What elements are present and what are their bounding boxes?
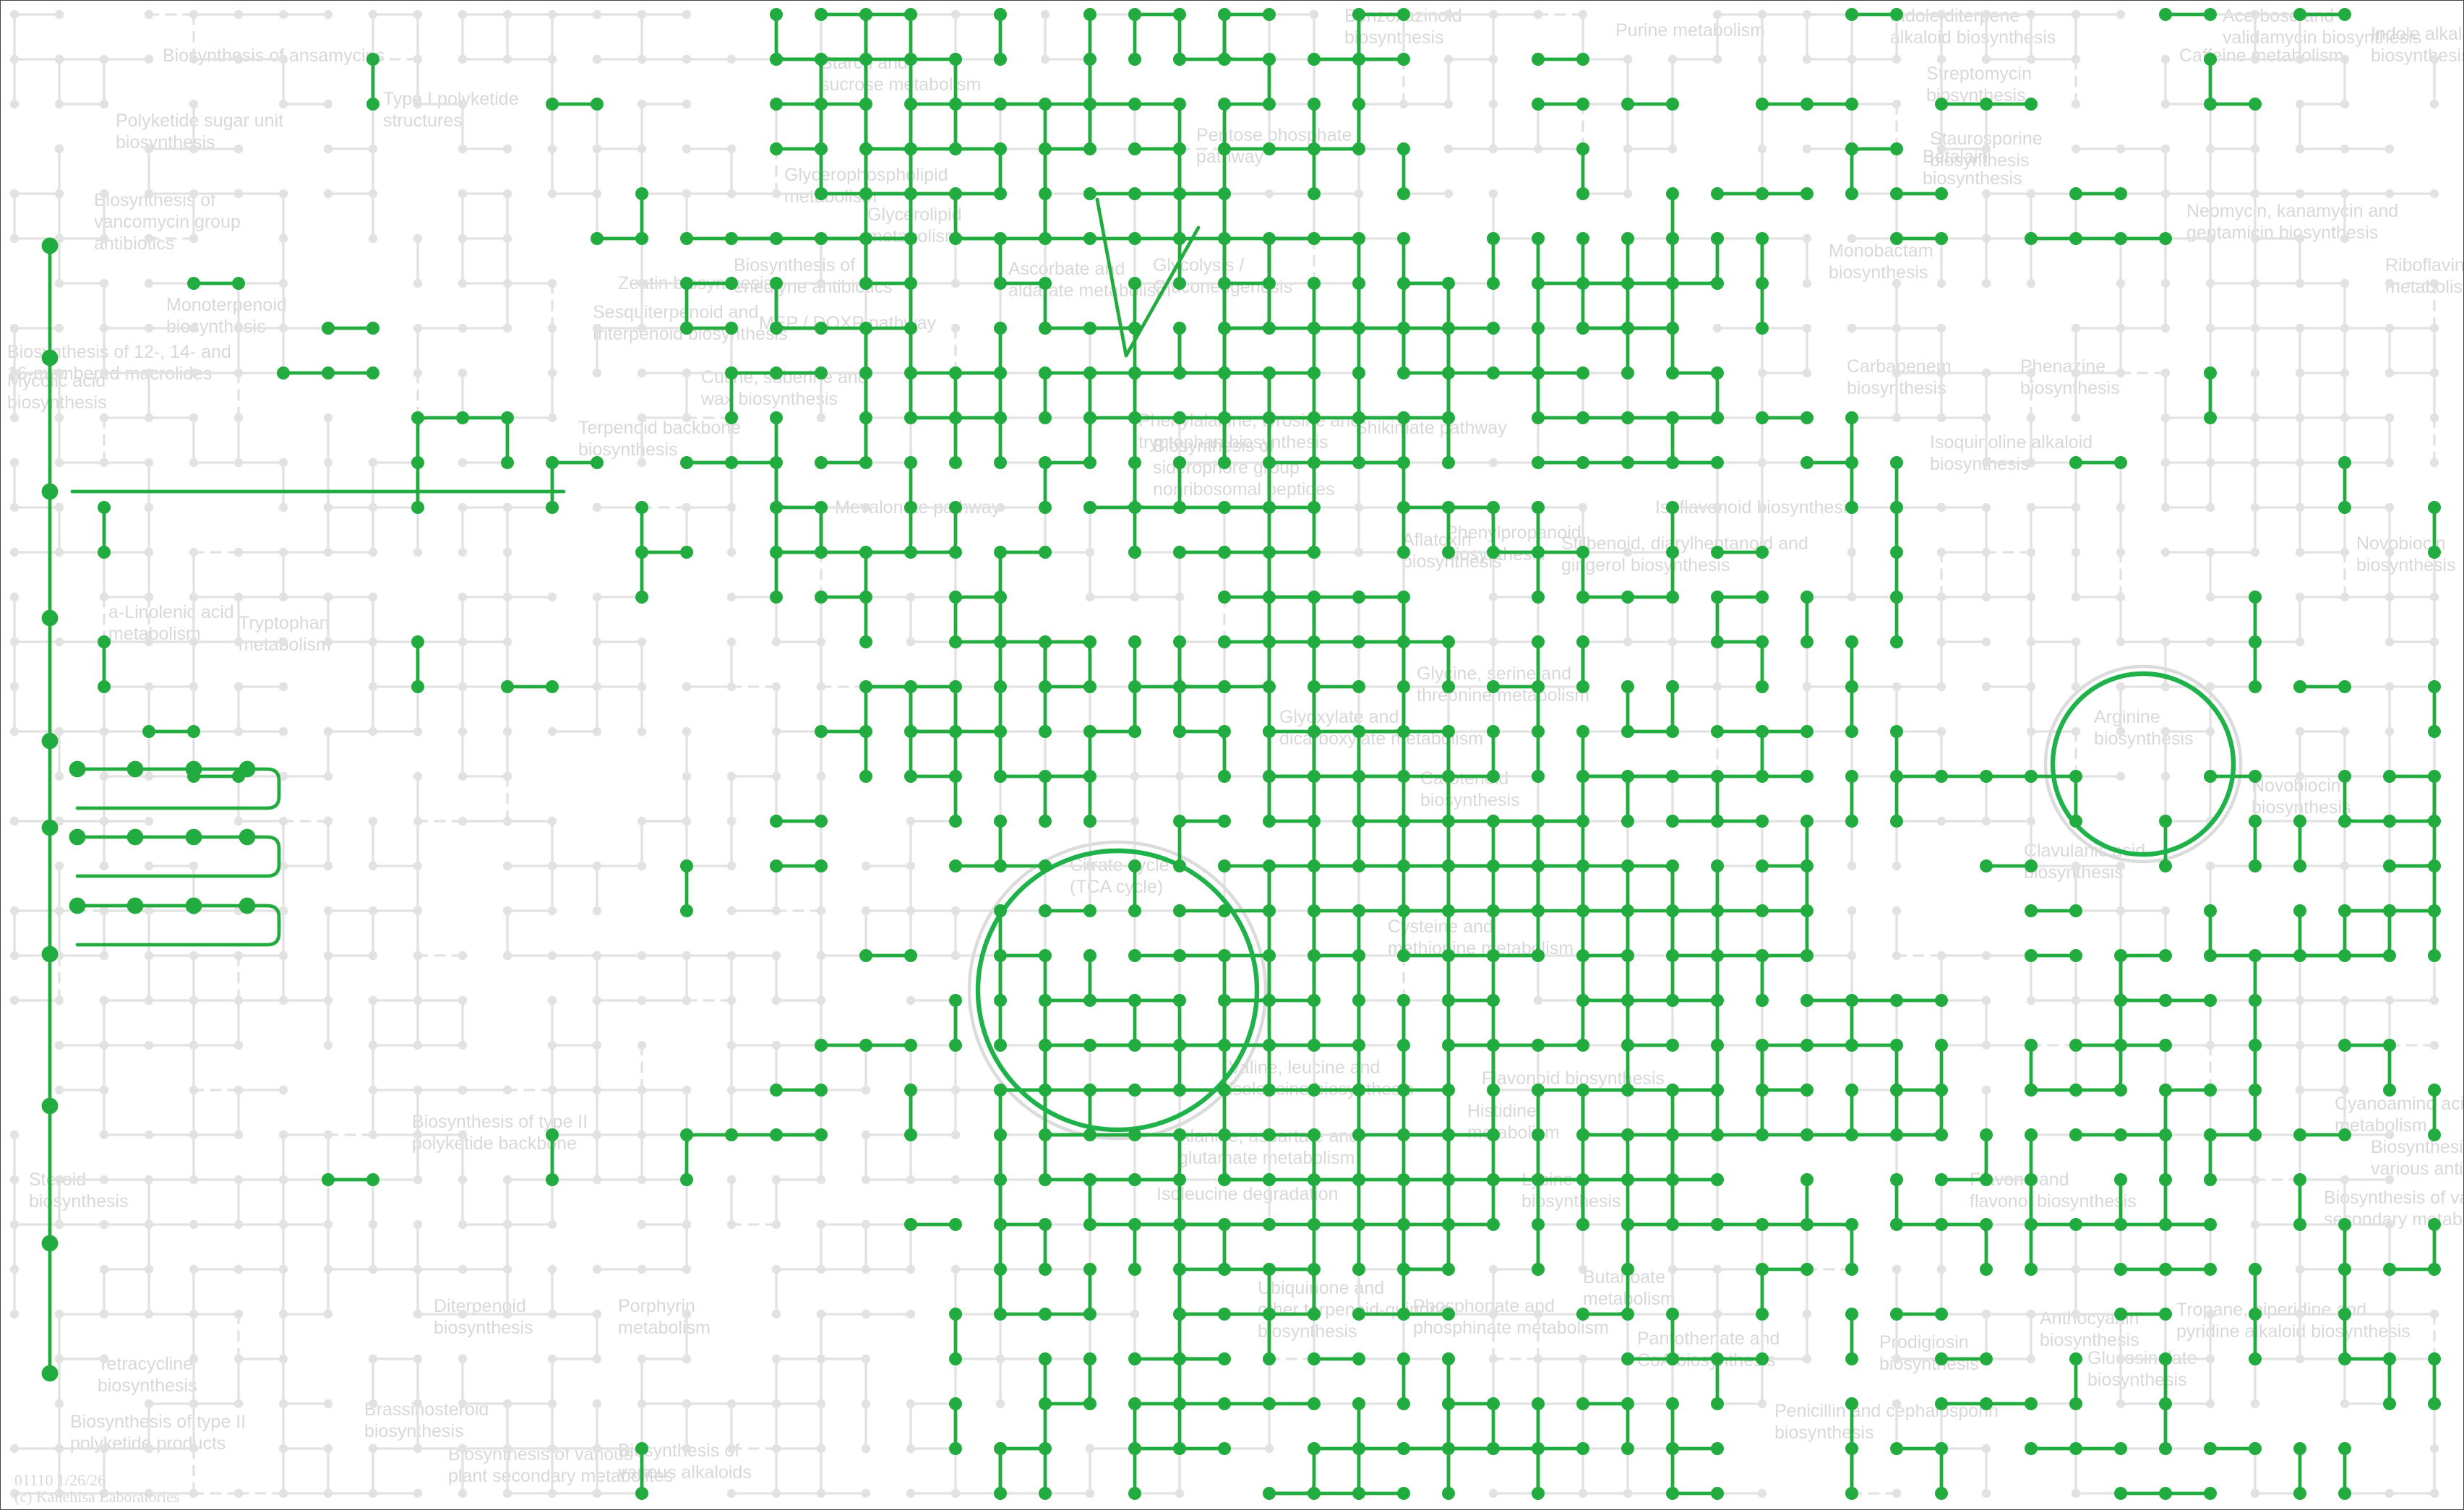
svg-text:Caffeine metabolism: Caffeine metabolism: [2179, 46, 2343, 66]
svg-text:Isoleucine degradation: Isoleucine degradation: [1156, 1184, 1339, 1204]
svg-text:Flavonoid biosynthesis: Flavonoid biosynthesis: [1482, 1068, 1665, 1089]
svg-text:(c) Kanehisa Laboratories: (c) Kanehisa Laboratories: [14, 1488, 179, 1506]
svg-text:01110 1/26/26: 01110 1/26/26: [14, 1471, 106, 1489]
svg-text:Purine metabolism: Purine metabolism: [1615, 20, 1765, 40]
svg-text:Shikimate pathway: Shikimate pathway: [1355, 418, 1507, 438]
